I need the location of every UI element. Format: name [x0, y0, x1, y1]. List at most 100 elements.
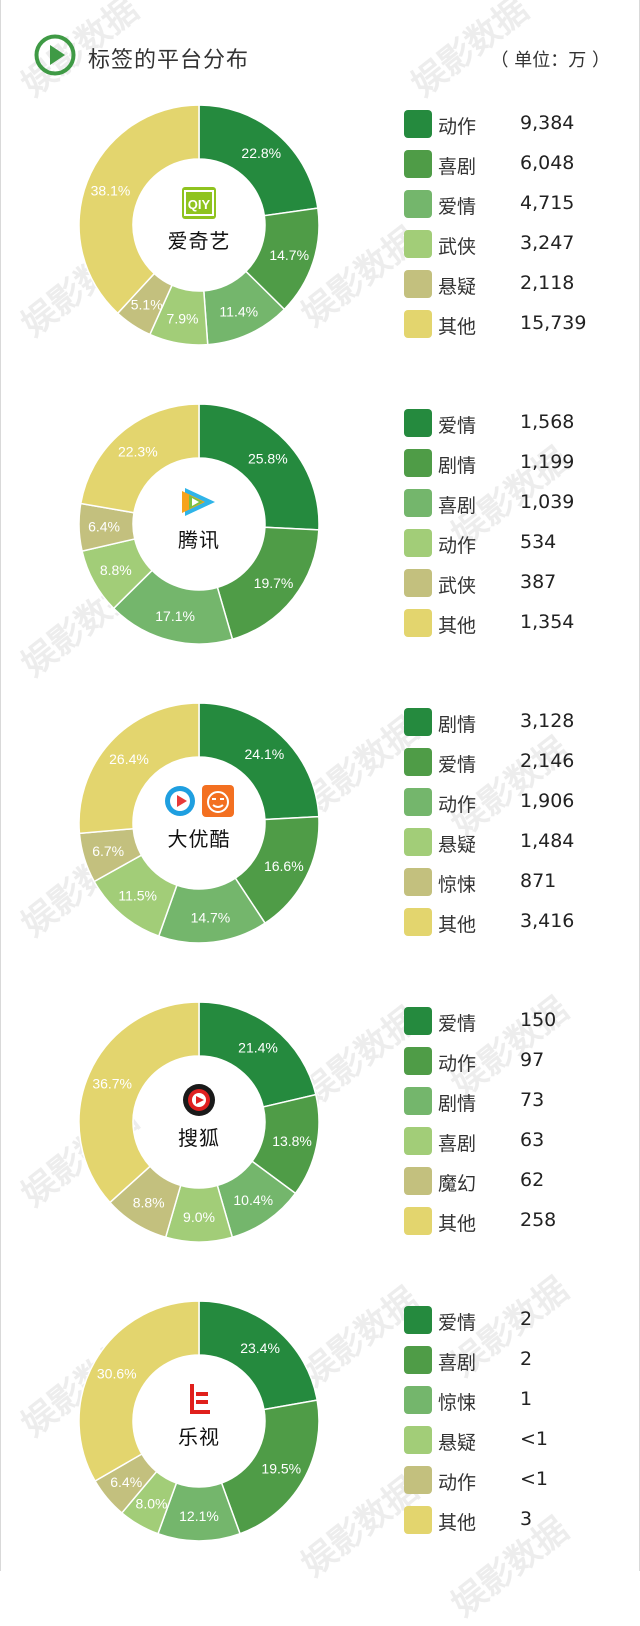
legend-label: 爱情: [438, 754, 477, 776]
slice-percent-label: 24.1%: [245, 746, 285, 762]
slice-percent-label: 6.4%: [110, 1474, 142, 1490]
slice-percent-label: 38.1%: [91, 182, 131, 198]
legend-swatch: [404, 908, 432, 936]
legend-value: <1: [520, 1468, 549, 1490]
slice-percent-label: 13.8%: [272, 1133, 312, 1149]
slice-percent-label: 26.4%: [109, 751, 149, 767]
slice-percent-label: 19.5%: [261, 1461, 301, 1477]
legend-value: 534: [520, 531, 557, 553]
tencent-video-logo-icon: [182, 488, 215, 516]
slice-percent-label: 21.4%: [238, 1040, 278, 1056]
legend-swatch: [404, 868, 432, 896]
legend-item: 武侠 3,247: [404, 227, 624, 258]
tudou-logo-icon: [202, 785, 234, 817]
sohu-video-logo-icon: [183, 1084, 215, 1116]
legend-item: 其他 3: [404, 1503, 624, 1534]
donut-chart: 25.8% 19.7% 17.1% 8.8% 6.4% 22.3%: [79, 404, 319, 644]
legend-item: 其他 15,739: [404, 307, 624, 338]
slice-percent-label: 8.8%: [133, 1195, 165, 1211]
legend-item: 爱情 150: [404, 1004, 624, 1035]
legend-item: 爱情 2,146: [404, 745, 624, 776]
legend-value: 9,384: [520, 112, 575, 134]
legend-label: 武侠: [438, 236, 477, 258]
legend-value: 63: [520, 1129, 545, 1151]
donut-slice: [79, 1301, 200, 1483]
donut-slice: [79, 105, 200, 315]
platform-name: 搜狐: [178, 1126, 220, 1150]
legend-value: 1: [520, 1388, 533, 1410]
legend-value: 4,715: [520, 192, 575, 214]
slice-percent-label: 8.0%: [136, 1495, 168, 1511]
platform-section: 25.8% 19.7% 17.1% 8.8% 6.4% 22.3% 腾讯 爱情 1,568 剧情 1…: [0, 299, 640, 644]
platform-section: 21.4% 13.8% 10.4% 9.0% 8.8% 36.7% 搜狐 爱情 150 动作 97 剧…: [0, 897, 640, 1242]
legend-swatch: [404, 310, 432, 338]
slice-percent-label: 11.5%: [118, 888, 157, 904]
legend-item: 喜剧 2: [404, 1343, 624, 1374]
legend-item: 其他 1,354: [404, 606, 624, 637]
legend-swatch: [404, 569, 432, 597]
slice-percent-label: 17.1%: [155, 608, 195, 624]
legend-item: 动作 1,906: [404, 785, 624, 816]
legend-item: 喜剧 63: [404, 1124, 624, 1155]
legend-value: <1: [520, 1428, 549, 1450]
legend-label: 动作: [438, 1053, 477, 1075]
legend-label: 其他: [438, 1213, 477, 1235]
legend-swatch: [404, 489, 432, 517]
donut-slice: [198, 105, 319, 217]
legend-item: 爱情 2: [404, 1303, 624, 1334]
legend-swatch: [404, 1087, 432, 1115]
legend-swatch: [404, 110, 432, 138]
legend-item: 悬疑 <1: [404, 1423, 624, 1454]
legend-label: 惊悚: [438, 1392, 477, 1414]
legend-value: 258: [520, 1209, 557, 1231]
platform-logo: 腾讯: [140, 484, 258, 553]
legend-value: 62: [520, 1169, 545, 1191]
donut-chart: 21.4% 13.8% 10.4% 9.0% 8.8% 36.7%: [79, 1002, 319, 1242]
legend-value: 1,484: [520, 830, 575, 852]
legend-swatch: [404, 230, 432, 258]
legend-label: 悬疑: [438, 1432, 477, 1454]
legend-item: 剧情 3,128: [404, 705, 624, 736]
legend-swatch: [404, 1127, 432, 1155]
legend-value: 3,416: [520, 910, 575, 932]
youku-logo-icon: [165, 786, 195, 816]
legend-value: 3: [520, 1508, 533, 1530]
legend-swatch: [404, 1466, 432, 1494]
legend-value: 73: [520, 1089, 545, 1111]
legend-label: 动作: [438, 535, 477, 557]
legend-swatch: [404, 1047, 432, 1075]
platform-logo: 乐视: [140, 1381, 258, 1450]
legend-swatch: [404, 828, 432, 856]
slice-percent-label: 14.7%: [191, 909, 231, 925]
legend-swatch: [404, 708, 432, 736]
legend-label: 剧情: [438, 1093, 477, 1115]
legend-value: 1,354: [520, 611, 575, 633]
legend-label: 喜剧: [438, 156, 477, 178]
legend-value: 150: [520, 1009, 557, 1031]
donut-chart: 22.8% 14.7% 11.4% 7.9%5.1% 38.1%: [79, 105, 319, 345]
donut-slice: [79, 1002, 200, 1204]
legend-swatch: [404, 1207, 432, 1235]
legend-swatch: [404, 1306, 432, 1334]
legend-item: 惊悚 1: [404, 1383, 624, 1414]
legend-item: 爱情 1,568: [404, 406, 624, 437]
legend-label: 剧情: [438, 714, 477, 736]
legend-label: 惊悚: [438, 874, 477, 896]
legend-value: 2,146: [520, 750, 575, 772]
legend-label: 动作: [438, 794, 477, 816]
legend-item: 惊悚 871: [404, 865, 624, 896]
slice-percent-label: 12.1%: [179, 1508, 219, 1524]
legend-label: 喜剧: [438, 1352, 477, 1374]
legend-value: 3,128: [520, 710, 575, 732]
legend-label: 喜剧: [438, 1133, 477, 1155]
legend-label: 爱情: [438, 1312, 477, 1334]
legend-label: 魔幻: [438, 1173, 477, 1195]
play-circle-icon: [34, 34, 76, 76]
legend-item: 剧情 1,199: [404, 446, 624, 477]
legend-item: 动作 <1: [404, 1463, 624, 1494]
legend-item: 动作 97: [404, 1044, 624, 1075]
legend-value: 2,118: [520, 272, 575, 294]
legend-label: 悬疑: [438, 276, 477, 298]
legend-item: 其他 258: [404, 1204, 624, 1235]
legend-swatch: [404, 1167, 432, 1195]
